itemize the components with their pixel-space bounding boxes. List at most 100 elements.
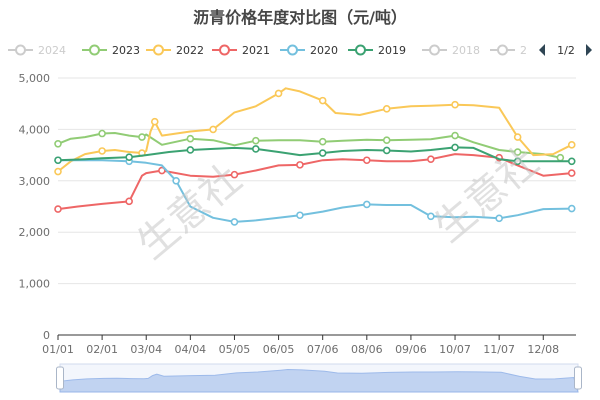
legend-page-indicator: 1/2 — [557, 44, 575, 57]
legend-item-2022[interactable]: 2022 — [146, 44, 204, 57]
data-point — [54, 139, 62, 148]
legend-marker — [287, 44, 298, 56]
zoom-preview-area — [59, 368, 579, 393]
data-point — [495, 214, 503, 223]
data-point — [138, 133, 146, 141]
data-point — [296, 161, 304, 169]
data-point — [427, 212, 435, 221]
legend-label: 2018 — [452, 44, 480, 57]
data-point — [567, 169, 576, 177]
x-tick-label: 05/05 — [219, 343, 251, 356]
data-point — [125, 153, 133, 161]
data-point — [172, 177, 180, 185]
data-point — [54, 156, 62, 165]
data-point — [451, 100, 459, 109]
data-point — [209, 125, 217, 134]
data-point — [382, 136, 391, 144]
data-point — [98, 129, 106, 138]
chart-title: 沥青价格年度对比图（元/吨） — [193, 8, 407, 27]
legend-marker — [15, 44, 26, 56]
y-tick-label: 5,000 — [19, 72, 51, 85]
data-point — [230, 218, 239, 226]
y-tick-label: 2,000 — [19, 226, 51, 239]
legend-item-2023[interactable]: 2023 — [82, 44, 140, 57]
legend[interactable]: 2024 2023 2022 2021 2020 2019 2018 2 1/2 — [8, 44, 592, 57]
legend-marker — [355, 44, 366, 56]
x-tick-label: 11/07 — [483, 343, 515, 356]
data-point — [513, 133, 522, 141]
data-point — [567, 157, 576, 166]
data-point — [556, 153, 565, 162]
data-point — [150, 117, 159, 126]
data-point — [158, 166, 166, 175]
series-line-2023 — [57, 132, 561, 159]
legend-prev-icon[interactable] — [539, 44, 545, 56]
data-point — [54, 167, 62, 176]
zoom-handle[interactable] — [574, 366, 582, 390]
data-point — [382, 105, 391, 113]
x-tick-label: 02/01 — [86, 343, 118, 356]
legend-marker — [219, 44, 230, 56]
legend-item-2019[interactable]: 2019 — [348, 44, 406, 57]
legend-label: 2022 — [176, 44, 204, 57]
data-point — [451, 143, 459, 152]
x-tick-label: 12/08 — [527, 343, 559, 356]
legend-marker — [429, 44, 440, 56]
legend-item-2[interactable]: 2 — [490, 44, 527, 57]
data-point — [98, 147, 106, 155]
series-2019 — [54, 143, 576, 166]
series-2022 — [54, 87, 576, 176]
series-2021 — [54, 153, 576, 213]
data-point — [296, 211, 304, 220]
data-point — [567, 141, 576, 149]
data-point — [427, 155, 435, 164]
legend-label: 2023 — [112, 44, 140, 57]
data-point — [318, 137, 327, 146]
y-tick-label: 0 — [43, 329, 50, 342]
x-tick-label: 03/04 — [130, 343, 162, 356]
data-point — [318, 149, 327, 157]
legend-next-icon[interactable] — [586, 44, 592, 56]
data-point — [318, 96, 327, 105]
x-tick-label: 10/07 — [439, 343, 471, 356]
data-point — [252, 136, 260, 145]
data-point — [513, 157, 522, 166]
x-tick-label: 01/01 — [42, 343, 74, 356]
grid — [58, 77, 576, 285]
data-point — [125, 197, 133, 206]
data-point — [382, 146, 391, 155]
y-tick-label: 1,000 — [19, 278, 51, 291]
x-tick-label: 06/05 — [263, 343, 295, 356]
legend-marker — [497, 44, 508, 56]
data-zoom-slider[interactable] — [56, 363, 582, 393]
data-point — [54, 205, 62, 213]
series-lines — [54, 87, 576, 226]
legend-marker — [89, 44, 100, 56]
legend-item-2018[interactable]: 2018 — [422, 44, 480, 57]
legend-marker — [153, 44, 164, 56]
data-point — [252, 145, 260, 153]
x-tick-label: 09/06 — [395, 343, 427, 356]
zoom-handle[interactable] — [56, 366, 64, 390]
y-axis: 0 1,000 2,000 3,000 4,000 5,000 — [19, 72, 51, 342]
legend-label: 2019 — [378, 44, 406, 57]
legend-item-2024[interactable]: 2024 — [8, 44, 66, 57]
legend-label: 2024 — [38, 44, 66, 57]
y-tick-label: 4,000 — [19, 123, 51, 136]
x-tick-label: 07/06 — [307, 343, 339, 356]
series-2023 — [54, 129, 565, 162]
data-point — [363, 200, 371, 209]
data-point — [186, 146, 195, 154]
data-point — [513, 148, 522, 156]
x-tick-label: 04/04 — [174, 343, 206, 356]
data-point — [567, 204, 576, 213]
data-point — [274, 89, 283, 98]
data-point — [451, 131, 459, 140]
legend-item-2021[interactable]: 2021 — [212, 44, 270, 57]
series-line-2019 — [57, 146, 572, 163]
data-point — [230, 170, 239, 179]
x-tick-label: 08/06 — [351, 343, 383, 356]
data-point — [186, 134, 195, 143]
legend-item-2020[interactable]: 2020 — [280, 44, 338, 57]
watermarks: 生意社 生意社 — [129, 139, 547, 268]
